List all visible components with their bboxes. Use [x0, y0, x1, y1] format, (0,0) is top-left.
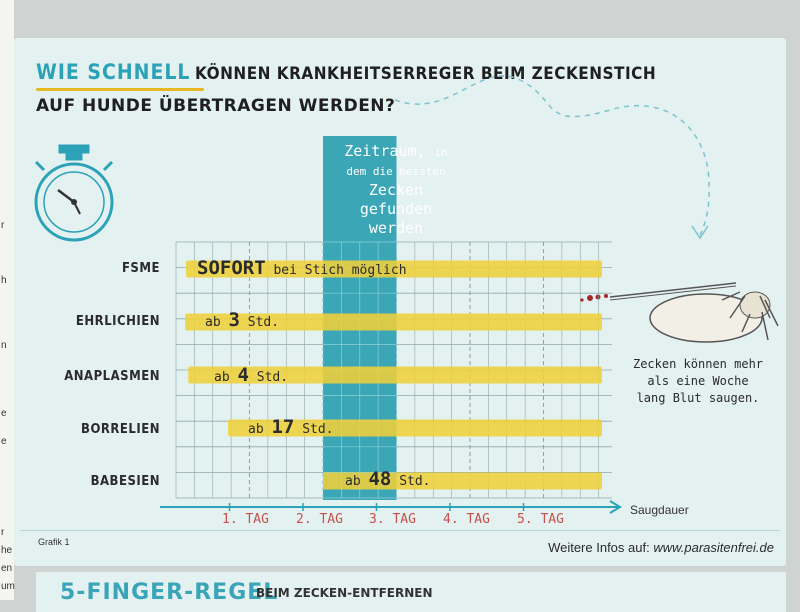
bar-label-rest: Std. — [391, 474, 431, 489]
bar-label-rest: bei Stich möglich — [265, 263, 407, 278]
title-accent: WIE SCHNELL — [36, 60, 191, 84]
band-text-line: Zeitraum, — [344, 142, 426, 160]
bar-label-borrelien: ab 17 Std. — [248, 416, 334, 438]
x-tick-label: 2. TAG — [296, 512, 343, 527]
bar-label-bold: 17 — [271, 416, 295, 438]
bar-label-pre: ab — [345, 474, 369, 489]
figure-caption: Grafik 1 — [38, 537, 70, 547]
title-line1: KÖNNEN KRANKHEITSERREGER BEIM ZECKENSTIC… — [195, 64, 657, 84]
tick-illustration — [580, 282, 779, 343]
row-label-fsme: FSME — [121, 261, 160, 276]
band-text-small: in — [434, 146, 448, 159]
bar-label-pre: ab — [214, 370, 238, 385]
bar-label-rest: Std. — [294, 422, 334, 437]
next-section-subheading: BEIM ZECKEN-ENTFERNEN — [256, 586, 433, 600]
tick-note: Zecken können mehr als eine Woche lang B… — [632, 357, 764, 405]
bar-anaplasmen — [188, 366, 602, 384]
bar-fsme — [186, 260, 602, 278]
bar-label-fsme: SOFORT bei Stich möglich — [197, 257, 407, 279]
bar-label-bold: 4 — [237, 364, 249, 386]
bars — [185, 260, 602, 490]
gutter-text: e — [1, 408, 7, 419]
bar-label-rest: Std. — [248, 370, 289, 385]
arrowhead-icon — [691, 225, 709, 240]
gutter-text: en — [1, 563, 13, 574]
gutter-text: r — [1, 220, 5, 231]
footer-info-label: Weitere Infos auf: — [548, 540, 654, 555]
bar-label-ehrlichien: ab 3 Std. — [205, 309, 279, 331]
bar-label-anaplasmen: ab 4 Std. — [214, 364, 288, 386]
bar-label-babesien: ab 48 Std. — [345, 468, 431, 490]
stopwatch-icon — [34, 144, 114, 242]
gutter-text: um — [1, 581, 15, 592]
bar-label-pre: ab — [205, 315, 229, 330]
bar-babesien — [323, 472, 602, 490]
x-tick-label: 5. TAG — [517, 512, 564, 527]
bar-borrelien — [228, 419, 602, 437]
title-underline — [36, 88, 204, 91]
bar-label-rest: Std. — [239, 315, 280, 330]
highlight-band-label: Zeitraum, in dem die meisten Zecken gefu… — [324, 142, 468, 238]
footer-divider — [20, 530, 780, 531]
band-text-line: werden — [368, 219, 424, 237]
row-label-borrelien: BORRELIEN — [81, 422, 160, 437]
title-line2: AUF HUNDE ÜBERTRAGEN WERDEN? — [36, 96, 396, 116]
bar-ehrlichien — [185, 313, 602, 331]
x-tick-label: 3. TAG — [369, 512, 416, 527]
x-axis-arrowhead — [609, 500, 622, 514]
gutter-text: he — [1, 545, 13, 556]
footer-link[interactable]: www.parasitenfrei.de — [653, 540, 774, 555]
x-axis — [160, 500, 622, 514]
gutter-text: n — [1, 340, 7, 351]
x-tick-label: 4. TAG — [443, 512, 490, 527]
row-label-ehrlichien: EHRLICHIEN — [75, 314, 160, 329]
gutter-text: h — [1, 275, 7, 286]
band-text-line: Zecken — [368, 181, 424, 199]
chart-title: WIE SCHNELL KÖNNEN KRANKHEITSERREGER BEI… — [36, 60, 656, 84]
band-text-line: dem die meisten — [346, 165, 446, 178]
page-gutter: r h n e e r he en um — [0, 0, 15, 600]
gutter-text: e — [1, 436, 7, 447]
bar-label-bold: SOFORT — [197, 257, 266, 279]
bar-label-pre: ab — [248, 422, 272, 437]
x-axis-label: Saugdauer — [630, 503, 689, 517]
gutter-text: r — [1, 527, 5, 538]
bar-label-bold: 48 — [368, 468, 392, 490]
dashed-arrow-icon — [394, 75, 710, 236]
row-label-babesien: BABESIEN — [90, 474, 160, 489]
row-label-anaplasmen: ANAPLASMEN — [64, 369, 160, 384]
footer-info: Weitere Infos auf: www.parasitenfrei.de — [548, 540, 774, 555]
band-text-line: gefunden — [359, 200, 433, 218]
bar-label-bold: 3 — [228, 309, 240, 331]
x-tick-label: 1. TAG — [222, 512, 269, 527]
